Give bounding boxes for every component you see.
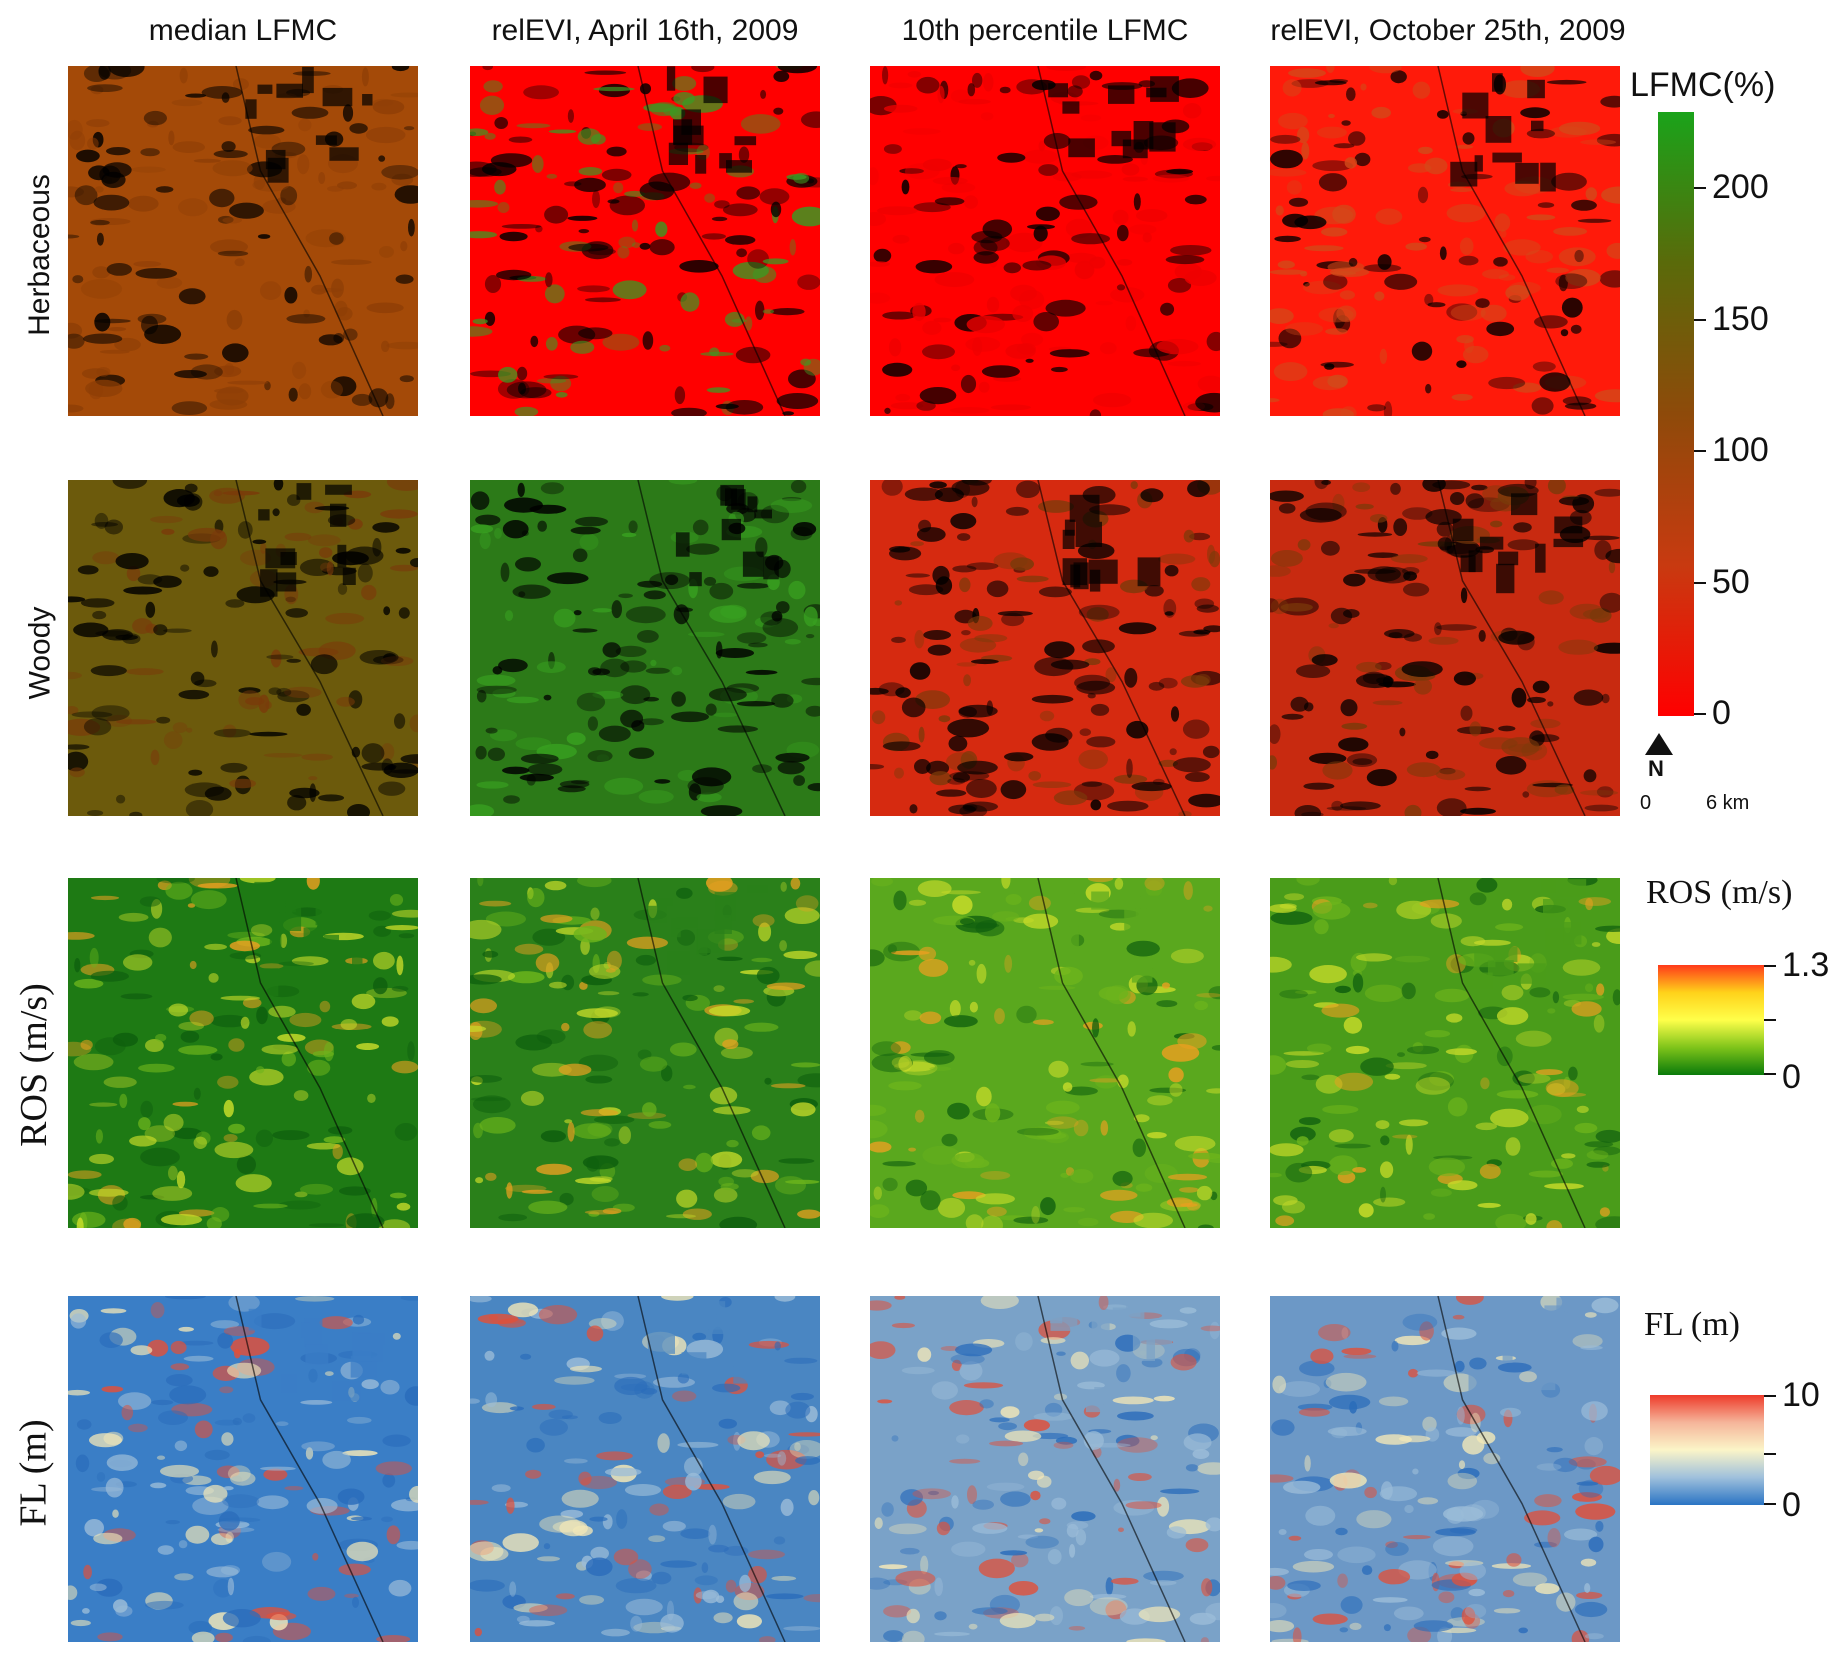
lfmc-tick bbox=[1694, 450, 1706, 452]
lfmc-tick-label: 150 bbox=[1712, 300, 1769, 338]
ros-colorbar bbox=[1658, 965, 1764, 1075]
ros-map-median-lfmc bbox=[68, 878, 418, 1228]
lfmc-tick-label: 200 bbox=[1712, 168, 1769, 206]
ros-tick-label: 0 bbox=[1782, 1058, 1801, 1096]
north-label: N bbox=[1648, 756, 1664, 781]
ros-tick bbox=[1764, 1073, 1776, 1075]
fl-map-median-lfmc bbox=[68, 1296, 418, 1642]
column-title-10th-percentile: 10th percentile LFMC bbox=[901, 14, 1189, 47]
lfmc-tick-label: 100 bbox=[1712, 431, 1769, 469]
column-title-median-lfmc: median LFMC bbox=[148, 14, 338, 47]
lfmc-tick bbox=[1694, 187, 1706, 189]
lfmc-tick bbox=[1694, 582, 1706, 584]
herbaceous-map-median-lfmc bbox=[68, 66, 418, 416]
row-label-herbaceous: Herbaceous bbox=[23, 174, 57, 336]
north-arrow-icon bbox=[1645, 733, 1673, 755]
fl-map-relevi-october bbox=[1270, 1296, 1620, 1642]
fl-tick bbox=[1764, 1395, 1776, 1397]
woody-map-relevi-april bbox=[470, 480, 820, 816]
ros-map-10th-percentile bbox=[870, 878, 1220, 1228]
woody-map-median-lfmc bbox=[68, 480, 418, 816]
lfmc-colorbar bbox=[1658, 112, 1694, 716]
lfmc-tick-label: 50 bbox=[1712, 563, 1750, 601]
lfmc-tick bbox=[1694, 319, 1706, 321]
fl-tick-label: 0 bbox=[1782, 1486, 1801, 1524]
ros-tick bbox=[1764, 1019, 1776, 1021]
scale-bar-start: 0 bbox=[1640, 792, 1652, 814]
ros-map-relevi-april bbox=[470, 878, 820, 1228]
ros-tick-label: 1.3 bbox=[1782, 946, 1830, 984]
fl-tick bbox=[1764, 1453, 1776, 1455]
herbaceous-map-relevi-october bbox=[1270, 66, 1620, 416]
woody-map-relevi-october bbox=[1270, 480, 1620, 816]
fl-legend-title: FL (m) bbox=[1644, 1306, 1741, 1343]
scale-bar-end: 6 km bbox=[1706, 792, 1750, 814]
ros-legend-title: ROS (m/s) bbox=[1646, 874, 1793, 911]
woody-map-10th-percentile bbox=[870, 480, 1220, 816]
lfmc-tick-label: 0 bbox=[1712, 694, 1731, 732]
herbaceous-map-relevi-april bbox=[470, 66, 820, 416]
lfmc-tick bbox=[1694, 713, 1706, 715]
fl-colorbar bbox=[1650, 1395, 1764, 1505]
fl-map-10th-percentile bbox=[870, 1296, 1220, 1642]
row-label-woody: Woody bbox=[23, 606, 57, 699]
herbaceous-map-10th-percentile bbox=[870, 66, 1220, 416]
column-title-relevi-april: relEVI, April 16th, 2009 bbox=[491, 14, 799, 47]
lfmc-legend-title: LFMC(%) bbox=[1630, 66, 1776, 104]
ros-map-relevi-october bbox=[1270, 878, 1620, 1228]
ros-tick bbox=[1764, 965, 1776, 967]
row-label-fl: FL (m) bbox=[13, 1418, 55, 1527]
fl-tick-label: 10 bbox=[1782, 1376, 1820, 1414]
column-title-relevi-october: relEVI, October 25th, 2009 bbox=[1270, 14, 1626, 47]
fl-tick bbox=[1764, 1503, 1776, 1505]
fl-map-relevi-april bbox=[470, 1296, 820, 1642]
row-label-ros: ROS (m/s) bbox=[13, 983, 56, 1147]
